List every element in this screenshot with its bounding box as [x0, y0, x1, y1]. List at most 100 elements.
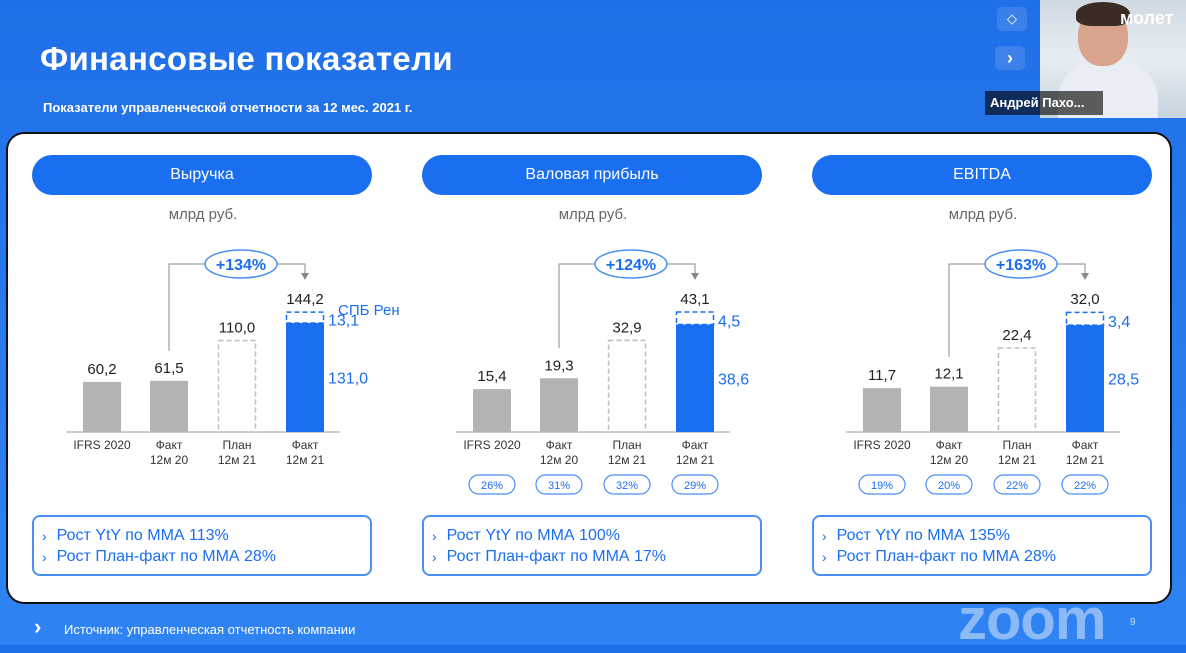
segment-label: 13,1: [328, 313, 359, 330]
segment-label: 4,5: [718, 313, 740, 330]
bullet-text: Рост YtY по ММА 100%: [446, 526, 620, 544]
shield-icon[interactable]: ◇: [997, 7, 1027, 31]
margin-label: 29%: [684, 480, 706, 492]
bullets-box: › Рост YtY по ММА 135% › Рост План-факт по…: [812, 515, 1152, 576]
segment-label: 3,4: [1108, 314, 1130, 331]
category-label: 12м 21: [1066, 453, 1105, 467]
bullet-text: Рост План-факт по ММА 28%: [56, 547, 277, 565]
category-label: 12м 20: [930, 453, 969, 467]
margin-label: 19%: [871, 480, 893, 492]
bar: [863, 388, 901, 432]
chevron-right-icon: ›: [432, 548, 437, 565]
margin-pill: [1061, 474, 1109, 495]
growth-arrowhead: [301, 273, 309, 280]
chevron-right-icon: ›: [432, 527, 437, 544]
value-label: 15,4: [477, 368, 506, 385]
value-label: 144,2: [286, 291, 324, 308]
margin-pill: [993, 474, 1041, 495]
bar: [150, 380, 188, 432]
growth-oval: [594, 249, 668, 279]
value-label: 12,1: [934, 366, 963, 383]
speaker-name-tag: Андрей Пахо...: [985, 91, 1103, 115]
bullets-box: › Рост YtY по ММА 100% › Рост План-факт по…: [422, 515, 762, 576]
category-label: Факт: [1072, 438, 1099, 452]
value-label: 60,2: [87, 361, 116, 378]
bullet-item: › Рост План-факт по ММА 17%: [432, 546, 760, 567]
growth-arrowhead: [1081, 273, 1089, 280]
content-card: Выручка млрд руб. 60,2 IFRS 2020 61,5 Факт 1…: [8, 134, 1170, 602]
bar-fact-base: [676, 324, 714, 432]
category-label: IFRS 2020: [463, 438, 521, 452]
bar-fact-base: [1066, 325, 1104, 432]
margin-pill: [925, 474, 973, 495]
panel-gross-profit: Валовая прибыль млрд руб. 15,4 IFRS 2020 2…: [398, 134, 788, 602]
value-label: 22,4: [1002, 327, 1031, 344]
value-label: 61,5: [154, 360, 183, 377]
category-label: План: [613, 438, 642, 452]
bullet-item: › Рост YtY по ММА 100%: [432, 525, 760, 546]
growth-label: +124%: [606, 257, 656, 274]
footer-arrow-icon: ›: [34, 614, 42, 639]
margin-pill: [858, 474, 906, 495]
category-label: 12м 21: [998, 453, 1037, 467]
chevron-right-icon: ›: [42, 527, 47, 544]
category-label: План: [223, 438, 252, 452]
growth-label: +163%: [996, 257, 1046, 274]
chevron-right-icon: ›: [42, 548, 47, 565]
category-label: 12м 21: [286, 453, 325, 467]
bar-fact-increment: [675, 311, 715, 326]
bar: [473, 389, 511, 432]
growth-oval: [204, 249, 278, 279]
category-label: IFRS 2020: [73, 438, 131, 452]
bar-fact-increment: [285, 311, 325, 324]
segment-label: 131,0: [328, 370, 368, 387]
growth-arrowhead: [691, 273, 699, 280]
bar: [930, 386, 968, 432]
panel-ebitda: EBITDA млрд руб. 11,7 IFRS 2020 19% 12,1 Фак…: [788, 134, 1178, 602]
panel-title-pill: Выручка: [32, 155, 372, 195]
category-label: Факт: [682, 438, 709, 452]
segment-label: 38,6: [718, 371, 749, 388]
bullet-item: › Рост План-факт по ММА 28%: [822, 546, 1150, 567]
page-number: 9: [1130, 617, 1136, 628]
category-label: Факт: [156, 438, 183, 452]
value-label: 11,7: [868, 367, 896, 384]
bar-fact-increment: [1065, 311, 1105, 326]
bar-fact-base: [286, 322, 324, 432]
segment-name: СПБ Рен: [338, 302, 400, 319]
category-label: Факт: [292, 438, 319, 452]
zoom-watermark: zoom: [958, 587, 1106, 652]
page-title: Финансовые показатели: [40, 40, 453, 77]
speaker-video: [1040, 0, 1186, 118]
value-label: 32,0: [1070, 291, 1099, 308]
segment-label: 28,5: [1108, 372, 1139, 389]
speaker-hair: [1076, 2, 1130, 26]
margin-label: 26%: [481, 480, 503, 492]
category-label: Факт: [546, 438, 573, 452]
margin-label: 20%: [938, 480, 960, 492]
category-label: 12м 21: [676, 453, 715, 467]
category-label: План: [1003, 438, 1032, 452]
bullet-text: Рост YtY по ММА 113%: [56, 526, 229, 544]
margin-label: 31%: [548, 480, 570, 492]
unit-label: млрд руб.: [558, 206, 628, 223]
category-label: Факт: [936, 438, 963, 452]
value-label: 110,0: [219, 319, 255, 336]
footer-source: Источник: управленческая отчетность комп…: [64, 622, 356, 637]
category-label: 12м 20: [150, 453, 189, 467]
bar: [83, 381, 121, 432]
bar-plan: [997, 347, 1037, 433]
margin-label: 22%: [1006, 480, 1028, 492]
page-subtitle: Показатели управленческой отчетности за …: [43, 100, 413, 115]
next-arrow-icon[interactable]: ›: [995, 46, 1025, 70]
margin-pill: [603, 474, 651, 495]
bullet-item: › Рост YtY по ММА 113%: [42, 525, 370, 546]
bullet-item: › Рост YtY по ММА 135%: [822, 525, 1150, 546]
category-label: IFRS 2020: [853, 438, 911, 452]
bullet-text: Рост YtY по ММА 135%: [836, 526, 1010, 544]
bullets-box: › Рост YtY по ММА 113% › Рост План-факт по…: [32, 515, 372, 576]
value-label: 43,1: [680, 291, 709, 308]
unit-label: млрд руб.: [948, 206, 1018, 223]
